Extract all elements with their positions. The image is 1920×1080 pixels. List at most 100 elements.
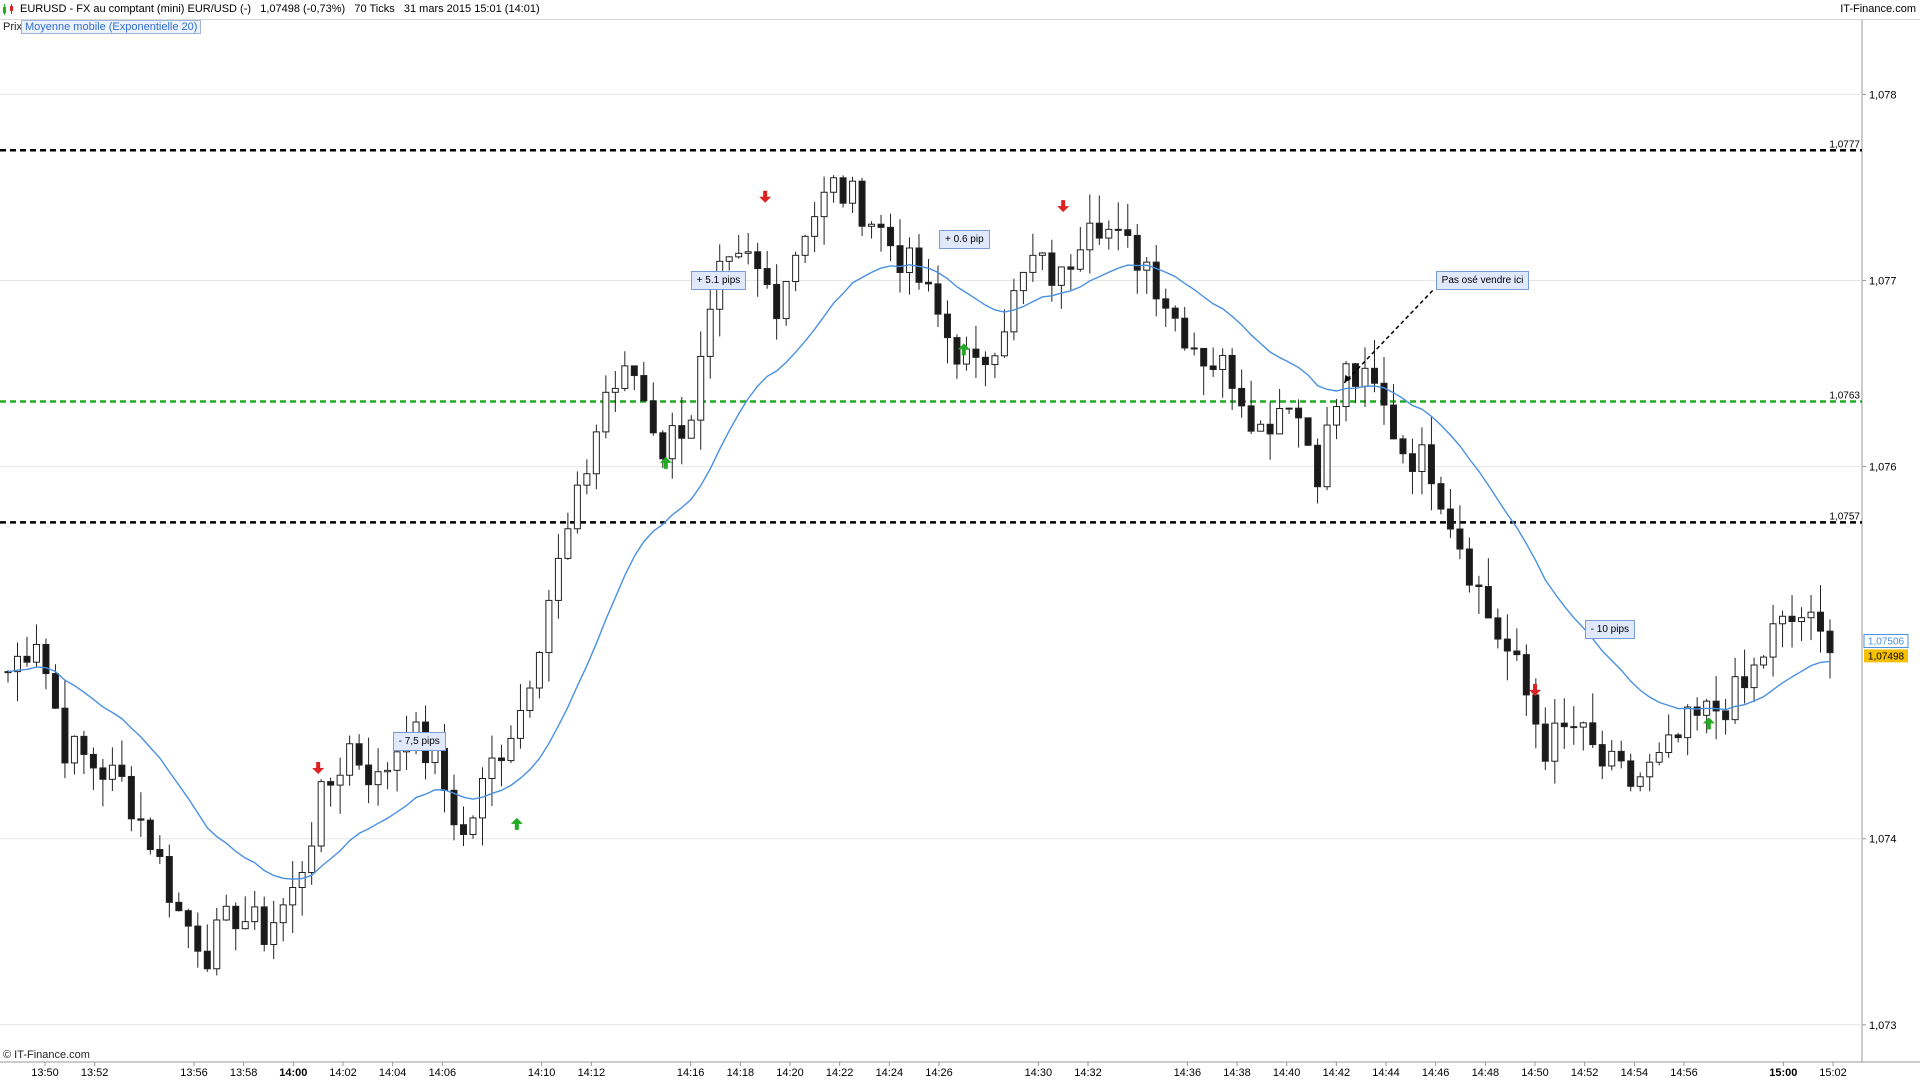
level-label: 1,0757 [1829, 511, 1860, 522]
x-tick-label: 14:42 [1323, 1067, 1351, 1079]
up-candle [991, 355, 999, 366]
down-candle [1238, 387, 1246, 407]
up-candle [70, 735, 78, 764]
up-candle [1551, 722, 1559, 762]
up-candle [1342, 363, 1350, 408]
x-tick-label: 14:44 [1372, 1067, 1400, 1079]
up-candle [1000, 331, 1008, 357]
up-candle [602, 391, 610, 433]
down-candle [1627, 760, 1635, 787]
x-tick-label: 14:24 [876, 1067, 904, 1079]
up-candle [697, 355, 705, 421]
up-candle [336, 774, 344, 786]
down-candle [1826, 630, 1834, 654]
up-candle [621, 365, 629, 389]
up-candle [1219, 354, 1227, 370]
up-candle [1807, 611, 1815, 619]
annotation-box[interactable]: - 7,5 pips [392, 731, 446, 751]
up-candle [668, 425, 676, 460]
x-tick-label: 14:32 [1074, 1067, 1102, 1079]
down-candle [355, 743, 363, 766]
up-candle [811, 216, 819, 237]
up-candle [592, 431, 600, 475]
down-candle [1465, 548, 1473, 586]
up-candle [1579, 722, 1587, 728]
x-tick-label: 14:52 [1571, 1067, 1599, 1079]
up-candle [1076, 249, 1084, 270]
down-candle [441, 748, 449, 791]
down-candle [1570, 726, 1578, 729]
last-price-label: 1,07498 [1868, 651, 1905, 662]
annotation-pointer [1343, 289, 1434, 384]
x-tick-label: 14:20 [776, 1067, 804, 1079]
down-candle [232, 905, 240, 930]
up-candle [1750, 664, 1758, 689]
buy-arrow-icon [510, 817, 523, 830]
down-candle [1190, 347, 1198, 350]
y-tick-label: 1,076 [1869, 462, 1897, 474]
up-candle [1760, 656, 1768, 666]
x-tick-label: 14:10 [528, 1067, 556, 1079]
up-candle [545, 599, 553, 654]
buy-arrow-icon [1702, 717, 1715, 730]
annotation-box[interactable]: - 10 pips [1584, 620, 1636, 640]
sell-arrow-icon [1529, 683, 1541, 696]
down-candle [877, 223, 885, 228]
level-label: 1,0763 [1829, 390, 1860, 401]
down-candle [943, 313, 951, 339]
up-candle [222, 905, 230, 921]
down-candle [1247, 405, 1255, 432]
down-candle [51, 673, 59, 709]
x-tick-label: 14:48 [1472, 1067, 1500, 1079]
up-candle [1665, 734, 1673, 754]
down-candle [763, 268, 771, 285]
down-candle [1722, 710, 1730, 721]
up-candle [564, 528, 572, 559]
copyright-label: © IT-Finance.com [3, 1049, 90, 1061]
up-candle [308, 845, 316, 873]
x-tick-label: 15:02 [1819, 1067, 1847, 1079]
down-candle [640, 375, 648, 402]
down-candle [89, 753, 97, 769]
up-candle [1323, 424, 1331, 488]
up-candle [516, 709, 524, 739]
up-candle [706, 308, 714, 357]
down-candle [80, 735, 88, 755]
down-candle [1617, 750, 1625, 762]
down-candle [839, 177, 847, 204]
down-candle [118, 764, 126, 777]
annotation-box[interactable]: + 5.1 pips [690, 270, 747, 290]
down-candle [953, 337, 961, 365]
down-candle [1437, 483, 1445, 510]
ema-legend-tag[interactable]: Moyenne mobile (Exponentielle 20) [21, 20, 202, 34]
up-candle [573, 484, 581, 530]
annotation-box[interactable]: Pas osé vendre ici [1435, 270, 1530, 290]
down-candle [137, 818, 145, 821]
up-candle [583, 473, 591, 486]
x-tick-label: 14:02 [329, 1067, 357, 1079]
up-candle [782, 281, 790, 320]
down-candle [1408, 453, 1416, 472]
up-candle [1636, 776, 1644, 787]
up-candle [1646, 761, 1654, 778]
annotation-box[interactable]: + 0.6 pip [939, 229, 990, 249]
x-tick-label: 14:26 [925, 1067, 953, 1079]
up-candle [849, 180, 857, 204]
down-candle [934, 283, 942, 315]
y-tick-label: 1,078 [1869, 89, 1897, 101]
x-tick-label: 14:56 [1670, 1067, 1698, 1079]
down-candle [773, 283, 781, 320]
up-candle [1276, 408, 1284, 435]
candlestick-logo-icon [3, 4, 13, 15]
down-candle [858, 180, 866, 227]
down-candle [649, 400, 657, 434]
down-candle [1712, 700, 1720, 712]
down-candle [1741, 676, 1749, 689]
x-tick-label: 14:16 [677, 1067, 705, 1079]
down-candle [1200, 347, 1208, 367]
x-tick-label: 14:12 [578, 1067, 606, 1079]
up-candle [1105, 228, 1113, 239]
sell-arrow-icon [312, 762, 325, 775]
price-legend-label: Prix [3, 21, 22, 33]
